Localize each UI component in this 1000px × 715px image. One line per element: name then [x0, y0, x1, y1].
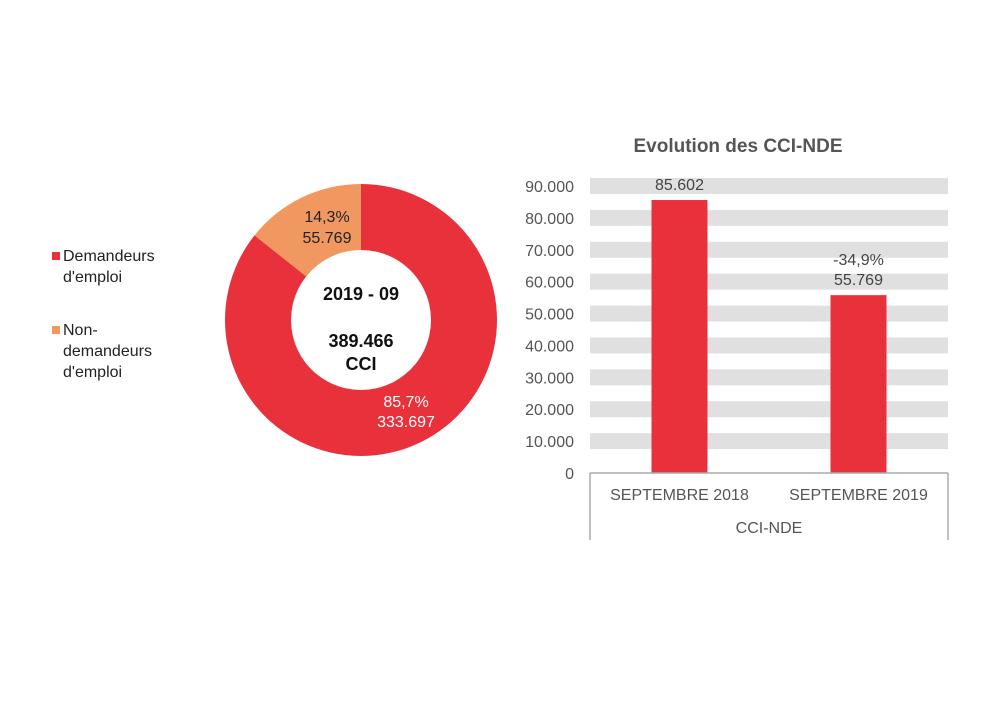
x-tick-label: SEPTEMBRE 2018: [610, 487, 749, 504]
center-period: 2019 - 09: [323, 284, 399, 304]
center-total: 389.466: [328, 331, 393, 351]
slice-percent-label: 85,7%: [383, 394, 428, 411]
slice-percent-label: 14,3%: [304, 209, 349, 226]
y-tick-label: 10.000: [525, 434, 574, 451]
slice-value-label: 333.697: [377, 414, 435, 431]
y-tick-label: 50.000: [525, 307, 574, 324]
bar-data-label: 55.769: [834, 272, 883, 289]
slice-value-label: 55.769: [303, 230, 352, 247]
gridline: [590, 178, 948, 194]
chart-title: Evolution des CCI-NDE: [633, 136, 842, 157]
gridline: [590, 433, 948, 450]
y-tick-label: 30.000: [525, 370, 574, 387]
y-tick-label: 20.000: [525, 402, 574, 419]
donut-slice: [254, 184, 361, 277]
x-group-label: CCI-NDE: [736, 520, 803, 537]
legend-item-demandeurs: Demandeurs d'emploi: [52, 246, 183, 288]
y-tick-label: 90.000: [525, 179, 574, 196]
legend-label: Demandeurs d'emploi: [63, 248, 155, 286]
bar: [651, 200, 708, 474]
gridline: [590, 241, 948, 258]
legend-swatch: [52, 326, 60, 334]
bar: [830, 295, 887, 473]
y-tick-label: 70.000: [525, 243, 574, 260]
gridline: [590, 273, 948, 290]
center-unit: CCI: [346, 354, 377, 374]
x-tick-label: SEPTEMBRE 2019: [789, 487, 928, 504]
gridline: [590, 337, 948, 354]
gridline: [590, 305, 948, 322]
gridline: [590, 209, 948, 226]
legend-label: Non-demandeurs d'emploi: [63, 322, 152, 381]
y-tick-label: 0: [565, 466, 574, 483]
legend-item-non-demandeurs: Non-demandeurs d'emploi: [52, 320, 168, 383]
y-tick-label: 80.000: [525, 211, 574, 228]
gridline: [590, 401, 948, 418]
bar-data-label: -34,9%: [833, 252, 884, 269]
y-tick-label: 40.000: [525, 338, 574, 355]
bar-data-label: 85.602: [655, 177, 704, 194]
gridline: [590, 369, 948, 386]
legend-swatch: [52, 252, 60, 260]
donut-slice: [225, 184, 497, 456]
y-tick-label: 60.000: [525, 275, 574, 292]
